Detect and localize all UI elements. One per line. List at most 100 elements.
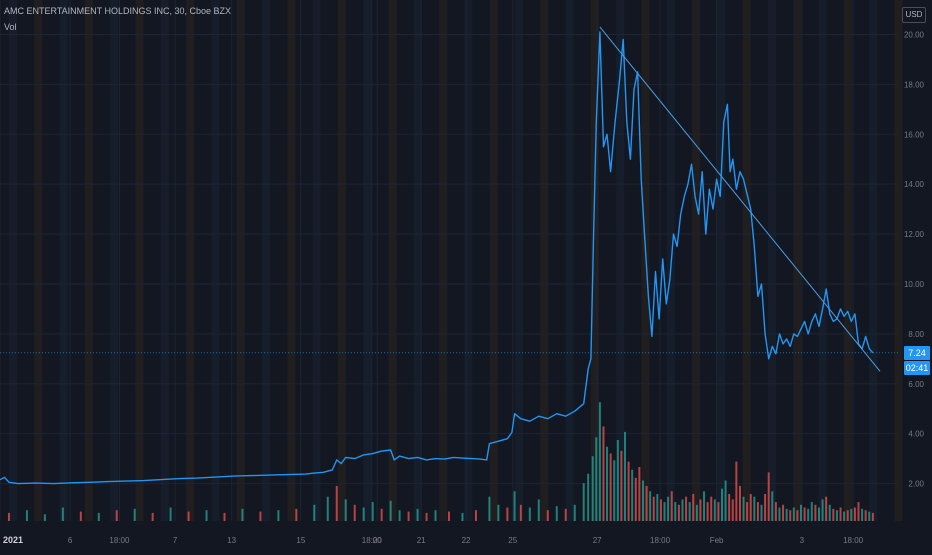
volume-bar bbox=[79, 511, 82, 521]
volume-bar bbox=[598, 402, 601, 521]
volume-bar bbox=[843, 511, 846, 521]
volume-bar bbox=[771, 491, 774, 521]
volume-bar bbox=[871, 512, 874, 521]
grid-lines bbox=[0, 0, 898, 521]
volume-bar bbox=[259, 511, 262, 521]
volume-bar bbox=[670, 491, 673, 521]
session-band bbox=[413, 0, 422, 521]
y-tick-label: 20.00 bbox=[904, 30, 925, 39]
volume-bar bbox=[817, 507, 820, 521]
volume-bar bbox=[807, 508, 810, 521]
session-band bbox=[515, 0, 523, 521]
volume-indicator-label[interactable]: Vol bbox=[4, 22, 17, 32]
volume-bar bbox=[488, 496, 491, 521]
session-band bbox=[337, 0, 346, 521]
volume-bar bbox=[497, 504, 500, 521]
volume-bar bbox=[187, 511, 190, 521]
volume-bar bbox=[434, 510, 437, 521]
volume-bar bbox=[616, 440, 619, 521]
session-band bbox=[312, 0, 321, 521]
volume-bar bbox=[695, 504, 698, 521]
volume-bar bbox=[620, 450, 623, 521]
session-band bbox=[843, 0, 852, 521]
x-tick-label: 18:00 bbox=[843, 536, 864, 545]
volume-bar bbox=[241, 508, 244, 521]
currency-label[interactable]: USD bbox=[902, 7, 926, 23]
volume-bar bbox=[335, 485, 338, 521]
volume-bar bbox=[223, 512, 226, 521]
session-band bbox=[869, 0, 878, 521]
volume-bar bbox=[133, 508, 136, 521]
volume-bar bbox=[537, 499, 540, 521]
price-series-line bbox=[0, 31, 874, 485]
session-band bbox=[110, 0, 119, 521]
y-tick-label: 4.00 bbox=[908, 430, 924, 439]
x-tick-label: 21 bbox=[417, 536, 426, 545]
volume-bar bbox=[652, 496, 655, 521]
session-band bbox=[489, 0, 498, 521]
volume-bar bbox=[555, 506, 558, 521]
volume-bar bbox=[398, 510, 401, 521]
x-tick-label: 18:00 bbox=[362, 536, 383, 545]
volume-bar bbox=[277, 510, 280, 521]
volume-bar bbox=[785, 508, 788, 521]
volume-bar bbox=[746, 502, 749, 521]
volume-bar bbox=[685, 496, 688, 521]
y-tick-label: 10.00 bbox=[904, 280, 925, 289]
volume-bar bbox=[717, 502, 720, 521]
volume-bar bbox=[389, 500, 392, 521]
volume-bar bbox=[825, 496, 828, 521]
volume-bar bbox=[828, 504, 831, 521]
volume-bar bbox=[43, 514, 46, 521]
x-tick-label: 6 bbox=[68, 536, 73, 545]
last-price-badge: 7.24 bbox=[904, 345, 930, 360]
volume-bar bbox=[677, 504, 680, 521]
y-tick-label: 12.00 bbox=[904, 230, 925, 239]
volume-bar bbox=[857, 502, 860, 521]
y-tick-label: 14.00 bbox=[904, 180, 925, 189]
volume-bar bbox=[728, 494, 731, 521]
volume-bar bbox=[821, 499, 824, 521]
symbol-title[interactable]: AMC ENTERTAINMENT HOLDINGS INC, 30, Cboe… bbox=[4, 6, 232, 16]
volume-bar bbox=[645, 485, 648, 521]
volume-bar bbox=[835, 510, 838, 521]
session-band bbox=[793, 0, 802, 521]
volume-bar bbox=[814, 504, 817, 521]
volume-bar bbox=[667, 496, 670, 521]
volume-bar bbox=[710, 496, 713, 521]
y-axis: 2.00 4.00 6.00 8.00 10.00 12.00 14.00 16.00 18.0… bbox=[904, 30, 925, 488]
session-band bbox=[262, 0, 270, 521]
volume-bar bbox=[713, 499, 716, 521]
volume-bar bbox=[756, 502, 759, 521]
volume-bar bbox=[767, 472, 770, 521]
volume-bar bbox=[613, 460, 616, 521]
volume-bar bbox=[169, 507, 172, 521]
session-band bbox=[768, 0, 776, 521]
session-band bbox=[616, 0, 625, 521]
volume-bars bbox=[7, 402, 874, 521]
volume-bar bbox=[587, 473, 590, 521]
x-tick-label: 2021 bbox=[3, 535, 23, 545]
volume-bar bbox=[706, 502, 709, 521]
volume-bar bbox=[796, 510, 799, 521]
volume-bar bbox=[803, 507, 806, 521]
volume-bar bbox=[864, 510, 867, 521]
volume-bar bbox=[688, 502, 691, 521]
session-band bbox=[388, 0, 397, 521]
x-tick-label: Feb bbox=[710, 536, 724, 545]
session-band bbox=[34, 0, 43, 521]
session-band bbox=[692, 0, 701, 521]
x-tick-label: 20 bbox=[373, 536, 382, 545]
volume-bar bbox=[853, 507, 856, 521]
volume-bar bbox=[641, 480, 644, 521]
session-band bbox=[565, 0, 574, 521]
volume-bar bbox=[326, 496, 329, 521]
session-band bbox=[717, 0, 726, 521]
volume-bar bbox=[609, 453, 612, 521]
y-tick-label: 2.00 bbox=[908, 480, 924, 489]
volume-bar bbox=[602, 426, 605, 521]
volume-bar bbox=[564, 508, 567, 521]
